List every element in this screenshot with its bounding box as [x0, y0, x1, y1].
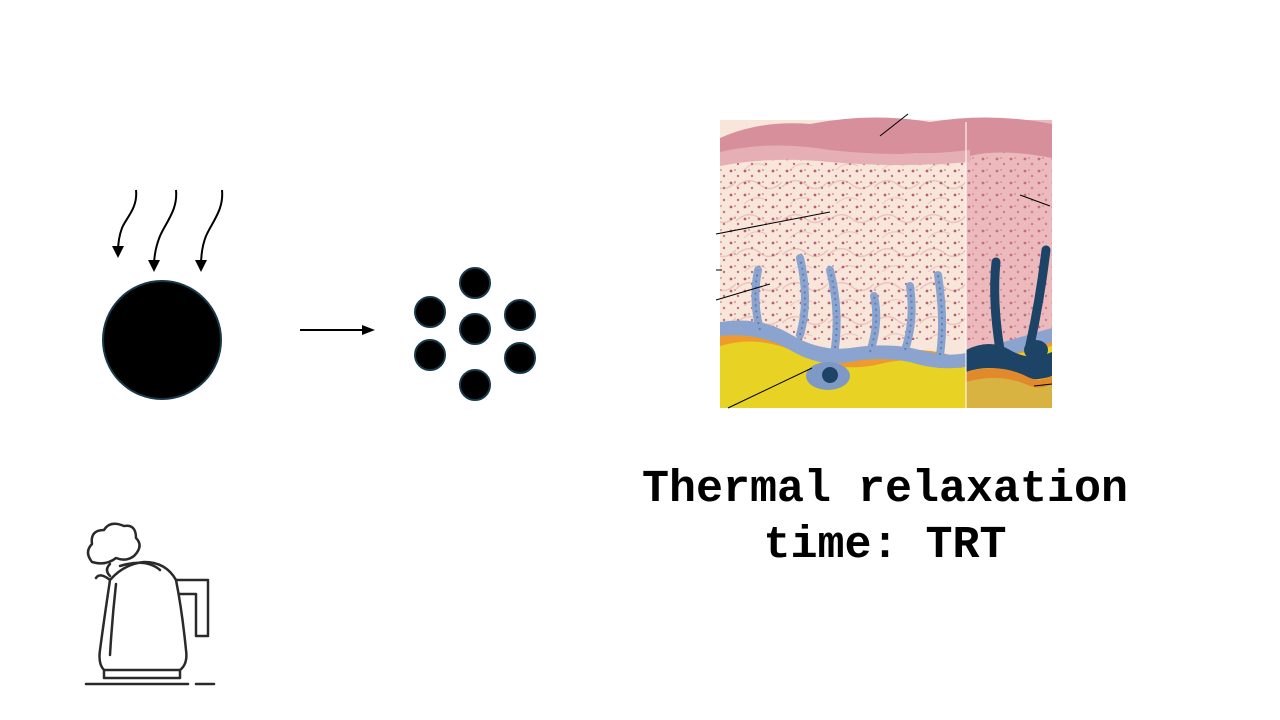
caption-line-2: time: TRT [763, 520, 1007, 571]
small-particle [414, 296, 446, 328]
small-particle [459, 267, 491, 299]
small-particle [459, 313, 491, 345]
small-particle [504, 299, 536, 331]
heat-ray-2 [148, 189, 178, 272]
small-particle [504, 342, 536, 374]
small-particle [414, 339, 446, 371]
small-particle [459, 369, 491, 401]
caption-thermal-relaxation-time: Thermal relaxation time: TRT [560, 462, 1210, 574]
caption-line-1: Thermal relaxation [641, 464, 1129, 515]
heat-ray-3 [195, 189, 224, 272]
heat-ray-1 [112, 189, 138, 258]
